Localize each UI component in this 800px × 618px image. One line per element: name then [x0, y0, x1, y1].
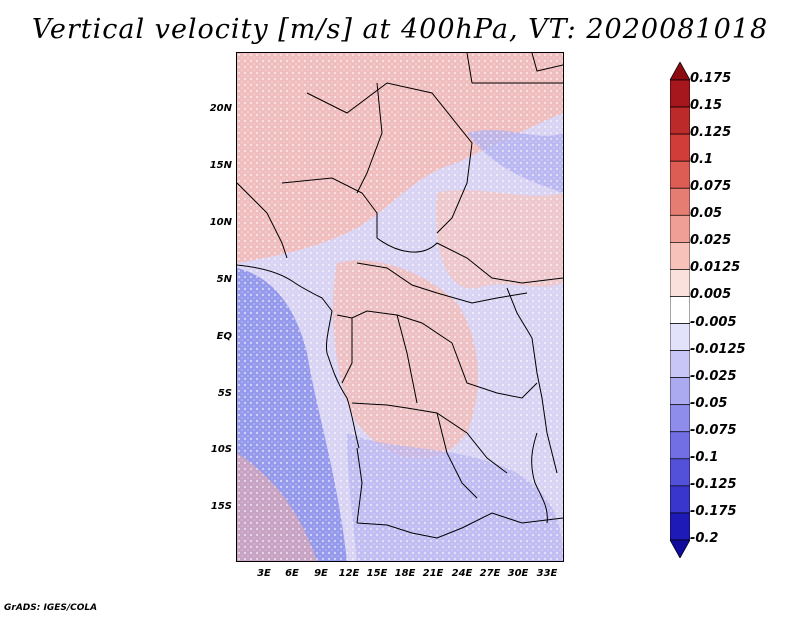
colorbar-box — [670, 323, 690, 351]
colorbar-bottom-triangle — [670, 539, 690, 558]
colorbar-level-label: 0.05 — [690, 206, 723, 222]
colorbar-box — [670, 242, 690, 270]
field-texture — [237, 53, 563, 561]
lon-label-15e: 15E — [366, 568, 388, 579]
colorbar-box — [670, 512, 690, 541]
map-panel — [236, 52, 564, 562]
colorbar-level-label: 0.005 — [690, 287, 732, 303]
colorbar-box — [670, 458, 690, 487]
colorbar-box — [670, 350, 690, 378]
colorbar-level-label: 0.175 — [690, 71, 732, 86]
velocity-field-map — [237, 53, 563, 561]
colorbar-box — [670, 160, 690, 189]
credit-label: GrADS: IGES/COLA — [4, 603, 98, 613]
colorbar-box — [670, 296, 690, 324]
lon-label-21e: 21E — [422, 568, 444, 579]
colorbar-box — [670, 485, 690, 514]
lat-label-5n: 5N — [216, 274, 232, 285]
colorbar-box — [670, 431, 690, 460]
colorbar-level-label: -0.05 — [690, 395, 728, 411]
lon-label-24e: 24E — [451, 568, 473, 579]
colorbar-level-label: 0.0125 — [690, 260, 741, 276]
colorbar-level-label: -0.125 — [690, 476, 737, 492]
colorbar-box — [670, 187, 690, 216]
colorbar-box — [670, 79, 690, 108]
colorbar-box — [670, 269, 690, 297]
lat-label-5s: 5S — [217, 388, 232, 399]
lon-label-6e: 6E — [285, 568, 299, 579]
lon-label-18e: 18E — [394, 568, 416, 579]
lon-label-33e: 33E — [536, 568, 558, 579]
colorbar-level-label: 0.1 — [690, 152, 714, 168]
lon-label-12e: 12E — [338, 568, 360, 579]
lat-label-15s: 15S — [210, 501, 232, 512]
lon-label-3e: 3E — [257, 568, 271, 579]
lon-label-9e: 9E — [314, 568, 328, 579]
colorbar-level-label: -0.175 — [690, 503, 737, 519]
colorbar-level-label: -0.025 — [690, 368, 737, 384]
colorbar-level-label: -0.075 — [690, 422, 737, 438]
colorbar-box — [670, 214, 690, 243]
lat-label-10s: 10S — [210, 444, 232, 455]
colorbar-box — [670, 133, 690, 162]
lat-label-15n: 15N — [209, 160, 232, 171]
colorbar-level-label: 0.15 — [690, 98, 723, 114]
lon-label-30e: 30E — [507, 568, 529, 579]
colorbar-level-label: 0.075 — [690, 179, 732, 195]
colorbar-box — [670, 377, 690, 406]
colorbar — [670, 62, 690, 558]
plot-title: Vertical velocity [m/s] at 400hPa, VT: 2… — [31, 14, 769, 45]
lat-label-eq: EQ — [216, 331, 232, 342]
colorbar-level-label: 0.125 — [690, 125, 732, 141]
colorbar-level-label: -0.0125 — [690, 341, 746, 357]
colorbar-level-label: 0.025 — [690, 233, 732, 249]
colorbar-level-label: -0.2 — [690, 531, 719, 546]
colorbar-box — [670, 106, 690, 135]
colorbar-level-label: -0.005 — [690, 314, 737, 330]
colorbar-level-label: -0.1 — [690, 449, 719, 465]
lat-label-20n: 20N — [209, 103, 232, 114]
lon-label-27e: 27E — [479, 568, 501, 579]
lat-label-10n: 10N — [209, 217, 232, 228]
colorbar-box — [670, 404, 690, 433]
colorbar-top-triangle — [670, 62, 690, 81]
country-borders — [237, 53, 563, 539]
